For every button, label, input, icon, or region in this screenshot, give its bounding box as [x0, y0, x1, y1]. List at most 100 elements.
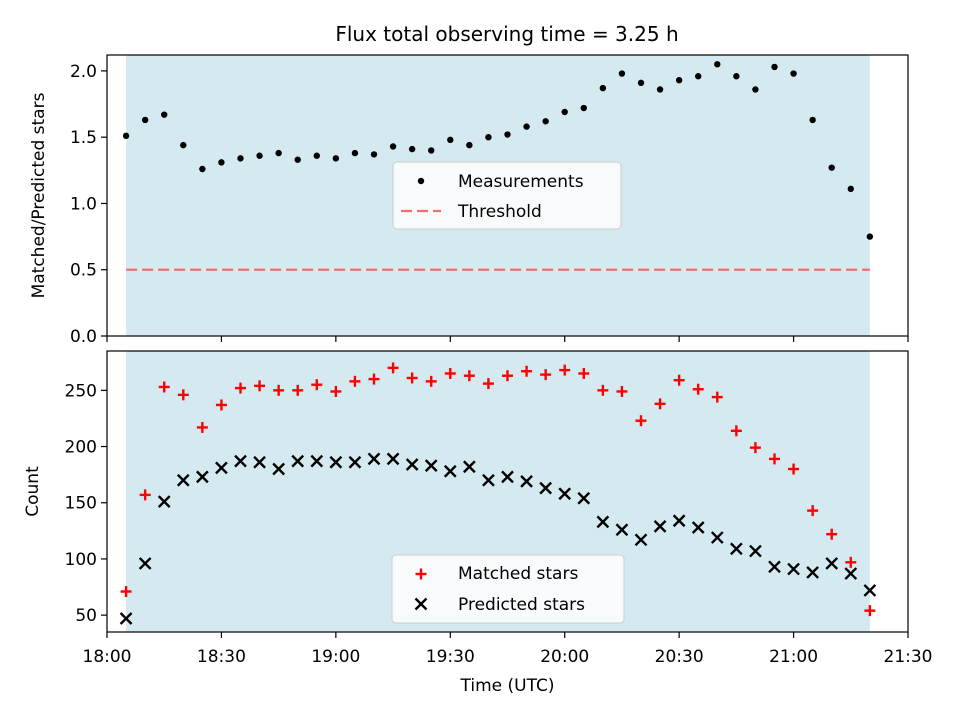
y-tick-label: 150 [65, 494, 97, 514]
legend-label: Threshold [457, 202, 542, 222]
x-tick-label: 20:30 [655, 647, 704, 667]
measurement-point [771, 63, 778, 71]
measurement-point [370, 151, 378, 158]
predicted-star-marker [272, 462, 285, 476]
legend-box [392, 161, 622, 230]
predicted-star-marker [787, 562, 800, 576]
predicted-star-marker [634, 533, 648, 547]
predicted-star-marker [157, 495, 171, 508]
measurement-point [637, 79, 645, 87]
matched-star-marker [749, 442, 761, 454]
x-tick-label: 19:30 [426, 647, 475, 667]
measurement-point [389, 143, 397, 150]
predicted-star-marker [691, 521, 705, 534]
predicted-star-marker [424, 459, 438, 472]
x-tick-label: 21:00 [769, 647, 818, 667]
predicted-star-marker [749, 544, 762, 558]
matched-star-marker [730, 425, 742, 437]
y-tick-label: 0.0 [70, 327, 97, 347]
legend-label: Predicted stars [458, 595, 585, 615]
predicted-star-marker [196, 470, 209, 484]
matched-star-marker [540, 369, 552, 381]
matched-star-marker [235, 382, 246, 394]
predicted-star-marker [825, 557, 839, 570]
predicted-star-marker [443, 464, 457, 478]
matched-star-marker [387, 362, 399, 374]
legend-label: Matched stars [458, 564, 578, 584]
predicted-star-marker [329, 455, 343, 469]
count-y-axis-label: Count [23, 466, 43, 517]
measurement-point [618, 70, 626, 77]
matched-star-marker [273, 384, 285, 396]
matched-star-marker [406, 372, 418, 384]
predicted-star-marker [291, 454, 305, 468]
measurement-point [428, 147, 435, 154]
measurement-point [809, 116, 816, 124]
measurement-point [523, 123, 530, 130]
predicted-star-marker [863, 584, 877, 597]
matched-star-marker [845, 556, 857, 568]
predicted-star-marker [119, 612, 133, 625]
predicted-star-marker [501, 470, 514, 484]
matched-star-marker [196, 421, 208, 433]
predicted-star-marker [596, 515, 610, 529]
predicted-star-marker [558, 487, 572, 501]
matched-star-marker [635, 415, 647, 427]
measurement-point [122, 132, 130, 140]
measurement-point [695, 73, 702, 80]
matched-star-marker [463, 370, 475, 382]
predicted-star-marker [577, 491, 591, 505]
ratio-panel-frame [106, 54, 909, 337]
x-tick-label: 18:00 [83, 647, 132, 667]
count-panel: 50 100 150 200 250 18:00 18:30 19:00 19:30 20:00… [23, 350, 933, 696]
predicted-star-marker [367, 452, 381, 466]
predicted-star-marker [463, 460, 476, 474]
matched-star-marker [654, 398, 666, 410]
measurement-point [485, 133, 492, 141]
count-y-ticks: 50 100 150 200 250 [65, 381, 107, 626]
count-panel-frame [106, 350, 909, 633]
predicted-star-marker [386, 452, 400, 466]
predicted-star-marker [310, 454, 324, 468]
measurement-point [332, 155, 340, 162]
matched-star-marker [311, 379, 323, 391]
measurement-point [656, 86, 664, 93]
measurement-point [714, 61, 721, 68]
matched-star-marker [826, 528, 838, 540]
matched-star-marker [578, 367, 590, 379]
predicted-star-marker [215, 461, 228, 475]
measurement-point [199, 165, 206, 173]
predicted-star-marker [672, 514, 686, 528]
legend-box [391, 554, 625, 624]
measurement-point [561, 108, 568, 116]
measurement-point [599, 84, 607, 92]
time-x-axis-label: Time (UTC) [460, 676, 555, 696]
matched-star-marker [788, 463, 800, 475]
matched-star-marker [482, 378, 494, 390]
predicted-star-marker [844, 567, 858, 580]
predicted-star-marker [234, 454, 247, 468]
legend-measurement-marker [417, 177, 425, 185]
matched-star-marker [616, 385, 628, 397]
matched-star-marker [349, 375, 361, 387]
measurement-point [580, 104, 587, 112]
y-tick-label: 1.0 [70, 194, 97, 214]
measurement-point [466, 141, 473, 149]
matched-star-marker [711, 391, 723, 403]
ratio-legend: Measurements Threshold [392, 161, 622, 230]
matched-star-marker [597, 384, 609, 396]
x-tick-label: 20:00 [540, 647, 589, 667]
measurement-point [256, 152, 263, 159]
predicted-star-marker [482, 473, 495, 487]
predicted-star-marker [539, 481, 552, 495]
ratio-x-ticks [106, 336, 909, 342]
legend-label: Measurements [458, 172, 584, 192]
ratio-panel: 0.00.51.01.52.0 Matched/Predicted stars … [29, 54, 909, 347]
measurement-point [180, 141, 187, 149]
matched-star-marker [692, 383, 704, 395]
predicted-star-marker [348, 455, 362, 469]
ratio-y-ticks: 0.0 0.5 1.0 1.5 2.0 [70, 62, 107, 347]
predicted-star-marker [405, 458, 419, 471]
time-x-ticks: 18:00 18:30 19:00 19:30 20:00 20:30 21:00 21:30 [83, 632, 933, 667]
measurement-point [218, 159, 225, 166]
